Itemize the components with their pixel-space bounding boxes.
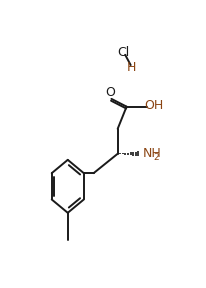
Text: H: H (127, 61, 136, 74)
Text: OH: OH (144, 99, 163, 112)
Text: 2: 2 (152, 153, 158, 162)
Text: NH: NH (143, 147, 161, 160)
Text: O: O (105, 86, 115, 99)
Text: Cl: Cl (116, 46, 129, 59)
